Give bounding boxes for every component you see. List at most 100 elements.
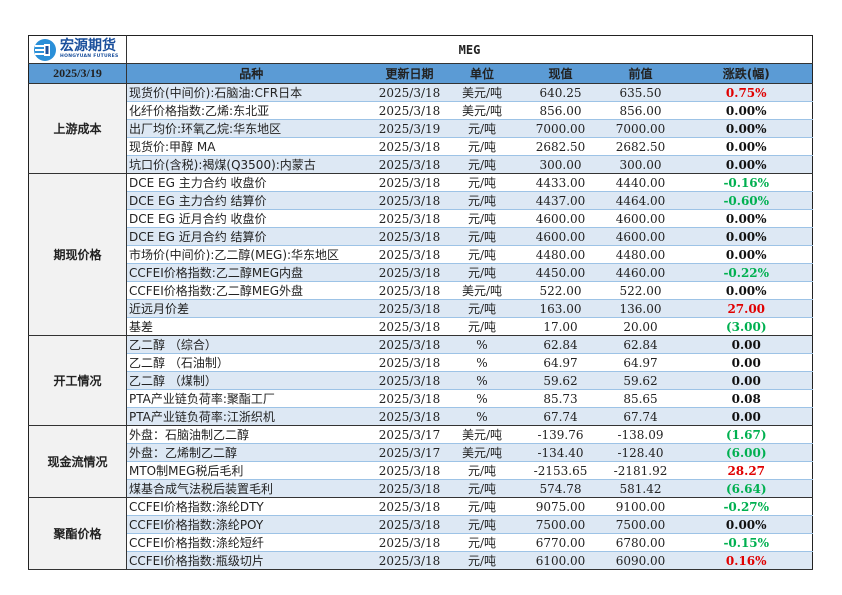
- item-name: 坑口价(含税):褐煤(Q3500):内蒙古: [126, 155, 376, 174]
- change-value: 0.00%: [680, 101, 813, 120]
- unit: 元/吨: [443, 119, 521, 138]
- unit: 元/吨: [443, 317, 521, 336]
- table-row: MTO制MEG税后毛利 2025/3/18 元/吨 -2153.65 -2181.92 2…: [29, 461, 813, 480]
- change-value: 0.16%: [680, 551, 813, 570]
- change-value: 0.75%: [680, 83, 813, 102]
- current-value: 4600.00: [520, 227, 601, 246]
- item-name: DCE EG 主力合约 结算价: [126, 191, 376, 210]
- item-name: CCFEI价格指数:瓶级切片: [126, 551, 376, 570]
- column-header-date: 更新日期: [375, 63, 444, 84]
- current-value: 4433.00: [520, 173, 601, 192]
- change-value: (6.00): [680, 443, 813, 462]
- category-label: 上游成本: [28, 83, 127, 174]
- previous-value: 6780.00: [600, 533, 681, 552]
- item-name: CCFEI价格指数:涤纶POY: [126, 515, 376, 534]
- table-row: 煤基合成气法税后装置毛利 2025/3/18 元/吨 574.78 581.42 (6.6…: [29, 479, 813, 498]
- current-value: 17.00: [520, 317, 601, 336]
- logo-chinese-text: 宏源期货: [60, 38, 116, 55]
- previous-value: 4480.00: [600, 245, 681, 264]
- update-date: 2025/3/18: [375, 83, 444, 102]
- column-header-change: 涨跌(幅): [680, 63, 813, 84]
- item-name: 现货价(中间价):石脑油:CFR日本: [126, 83, 376, 102]
- table-row: 期现价格 DCE EG 主力合约 收盘价 2025/3/18 元/吨 4433.00 44…: [28, 173, 813, 336]
- table-row: CCFEI价格指数:瓶级切片 2025/3/18 元/吨 6100.00 6090.00…: [29, 551, 813, 570]
- current-value: 7000.00: [520, 119, 601, 138]
- item-name: 乙二醇 （石油制）: [126, 353, 376, 372]
- change-value: 0.00%: [680, 155, 813, 174]
- change-value: (3.00): [680, 317, 813, 336]
- table-row: 化纤价格指数:乙烯:东北亚 2025/3/18 美元/吨 856.00 856.00 0.…: [29, 101, 813, 120]
- current-value: 4600.00: [520, 209, 601, 228]
- previous-value: 64.97: [600, 353, 681, 372]
- previous-value: 581.42: [600, 479, 681, 498]
- unit: %: [443, 407, 521, 426]
- change-value: 0.08: [680, 389, 813, 408]
- item-name: 基差: [126, 317, 376, 336]
- item-name: CCFEI价格指数:涤纶DTY: [126, 497, 376, 516]
- update-date: 2025/3/18: [375, 515, 444, 534]
- unit: 美元/吨: [443, 281, 521, 300]
- item-name: 现货价:甲醇 MA: [126, 137, 376, 156]
- unit: 元/吨: [443, 173, 521, 192]
- page-title: MEG: [126, 35, 813, 64]
- unit: %: [443, 353, 521, 372]
- current-value: 2682.50: [520, 137, 601, 156]
- unit: 元/吨: [443, 479, 521, 498]
- table-row: CCFEI价格指数:乙二醇MEG内盘 2025/3/18 元/吨 4450.00 446…: [29, 263, 813, 282]
- previous-value: 9100.00: [600, 497, 681, 516]
- previous-value: 635.50: [600, 83, 681, 102]
- update-date: 2025/3/17: [375, 425, 444, 444]
- table-row: 基差 2025/3/18 元/吨 17.00 20.00 (3.00): [29, 317, 813, 336]
- change-value: 0.00: [680, 371, 813, 390]
- current-value: -2153.65: [520, 461, 601, 480]
- change-value: 0.00%: [680, 245, 813, 264]
- update-date: 2025/3/18: [375, 209, 444, 228]
- table-row: 现金流情况 外盘：石脑油制乙二醇 2025/3/17 美元/吨 -139.76 -138.…: [28, 425, 813, 498]
- table-row: 市场价(中间价):乙二醇(MEG):华东地区 2025/3/18 元/吨 4480.0…: [29, 245, 813, 264]
- column-header-name: 品种: [126, 63, 376, 84]
- change-value: -0.15%: [680, 533, 813, 552]
- unit: %: [443, 335, 521, 354]
- unit: 元/吨: [443, 299, 521, 318]
- table-row: 聚酯价格 CCFEI价格指数:涤纶DTY 2025/3/18 元/吨 9075.00 91…: [28, 497, 813, 570]
- logo: 宏源期货 HONGYUAN FUTURES: [28, 35, 127, 64]
- table-row: 开工情况 乙二醇 （综合） 2025/3/18% 62.84 62.84 0.00: [28, 335, 813, 426]
- change-value: -0.27%: [680, 497, 813, 516]
- unit: 元/吨: [443, 137, 521, 156]
- change-value: 0.00%: [680, 209, 813, 228]
- unit: 元/吨: [443, 533, 521, 552]
- item-name: 市场价(中间价):乙二醇(MEG):华东地区: [126, 245, 376, 264]
- update-date: 2025/3/18: [375, 371, 444, 390]
- unit: %: [443, 371, 521, 390]
- update-date: 2025/3/18: [375, 155, 444, 174]
- current-value: 64.97: [520, 353, 601, 372]
- update-date: 2025/3/18: [375, 551, 444, 570]
- table-row: DCE EG 近月合约 收盘价 2025/3/18 元/吨 4600.00 4600.0…: [29, 209, 813, 228]
- item-name: PTA产业链负荷率:江浙织机: [126, 407, 376, 426]
- previous-value: 4600.00: [600, 209, 681, 228]
- change-value: 0.00: [680, 335, 813, 354]
- previous-value: 522.00: [600, 281, 681, 300]
- update-date: 2025/3/18: [375, 353, 444, 372]
- update-date: 2025/3/17: [375, 443, 444, 462]
- unit: 元/吨: [443, 515, 521, 534]
- table-row: 上游成本 现货价(中间价):石脑油:CFR日本 2025/3/18 美元/吨 640.2…: [28, 83, 813, 174]
- current-value: 62.84: [520, 335, 601, 354]
- unit: 元/吨: [443, 461, 521, 480]
- item-name: DCE EG 主力合约 收盘价: [126, 173, 376, 192]
- item-name: 外盘：乙烯制乙二醇: [126, 443, 376, 462]
- current-value: 522.00: [520, 281, 601, 300]
- unit: 美元/吨: [443, 425, 521, 444]
- item-name: 乙二醇 （煤制）: [126, 371, 376, 390]
- current-value: 300.00: [520, 155, 601, 174]
- current-value: 4480.00: [520, 245, 601, 264]
- unit: 元/吨: [443, 155, 521, 174]
- item-name: 近远月价差: [126, 299, 376, 318]
- item-name: PTA产业链负荷率:聚酯工厂: [126, 389, 376, 408]
- previous-value: 4440.00: [600, 173, 681, 192]
- update-date: 2025/3/18: [375, 227, 444, 246]
- table-row: PTA产业链负荷率:江浙织机 2025/3/18% 67.74 67.74 0.00: [29, 407, 813, 426]
- current-value: 6770.00: [520, 533, 601, 552]
- previous-value: -128.40: [600, 443, 681, 462]
- table-row: PTA产业链负荷率:聚酯工厂 2025/3/18% 85.73 85.65 0.08: [29, 389, 813, 408]
